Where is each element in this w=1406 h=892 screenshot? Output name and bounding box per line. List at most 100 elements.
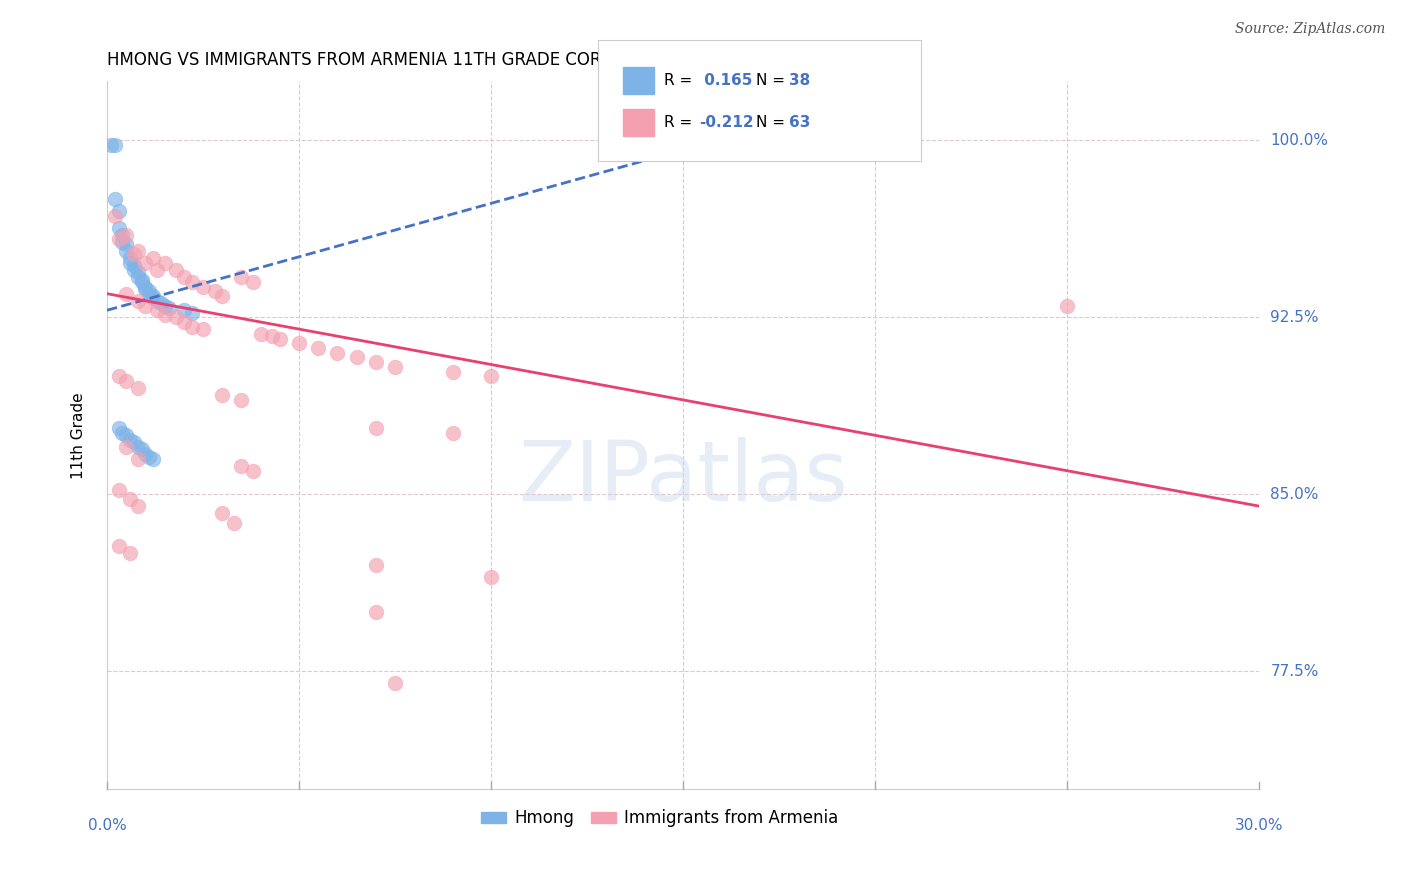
Point	[146, 263, 169, 277]
Text: Source: ZipAtlas.com: Source: ZipAtlas.com	[1234, 22, 1385, 37]
Point	[120, 491, 142, 506]
Point	[134, 256, 156, 270]
Point	[242, 464, 264, 478]
Point	[180, 275, 202, 289]
Point	[120, 433, 142, 447]
Legend: Hmong, Immigrants from Armenia: Hmong, Immigrants from Armenia	[474, 803, 845, 834]
Point	[111, 227, 134, 242]
Point	[107, 421, 129, 435]
Point	[138, 286, 160, 301]
Point	[131, 272, 153, 286]
Point	[122, 435, 145, 450]
Text: 30.0%: 30.0%	[1234, 818, 1284, 832]
Point	[173, 315, 195, 329]
Point	[231, 270, 253, 285]
Point	[364, 421, 387, 435]
Point	[479, 570, 502, 584]
Point	[364, 605, 387, 619]
Point	[249, 326, 271, 341]
Point	[107, 232, 129, 246]
Point	[146, 293, 169, 308]
Point	[142, 451, 165, 466]
Text: HMONG VS IMMIGRANTS FROM ARMENIA 11TH GRADE CORRELATION CHART: HMONG VS IMMIGRANTS FROM ARMENIA 11TH GR…	[107, 51, 745, 69]
Text: N =: N =	[756, 73, 790, 87]
Point	[134, 282, 156, 296]
Point	[104, 138, 127, 153]
Point	[262, 329, 284, 343]
Point	[122, 259, 145, 273]
Text: 0.0%: 0.0%	[87, 818, 127, 832]
Point	[211, 506, 233, 520]
Point	[269, 332, 291, 346]
Point	[115, 244, 138, 259]
Point	[153, 308, 176, 322]
Point	[100, 138, 122, 153]
Point	[231, 458, 253, 473]
Point	[307, 341, 329, 355]
Point	[111, 425, 134, 440]
Point	[127, 244, 149, 259]
Point	[107, 369, 129, 384]
Point	[211, 388, 233, 402]
Point	[127, 270, 149, 285]
Point	[180, 319, 202, 334]
Point	[146, 303, 169, 318]
Point	[120, 546, 142, 560]
Point	[326, 345, 349, 359]
Point	[138, 450, 160, 464]
Point	[134, 447, 156, 461]
Point	[242, 275, 264, 289]
Point	[111, 235, 134, 249]
Point	[127, 451, 149, 466]
Point	[204, 285, 226, 299]
Point	[120, 256, 142, 270]
Point	[222, 516, 245, 530]
Point	[211, 289, 233, 303]
Point	[138, 285, 160, 299]
Text: 38: 38	[789, 73, 810, 87]
Point	[173, 303, 195, 318]
Text: R =: R =	[664, 115, 697, 129]
Point	[104, 209, 127, 223]
Point	[122, 263, 145, 277]
Point	[107, 220, 129, 235]
Point	[384, 676, 406, 690]
Point	[127, 381, 149, 395]
Y-axis label: 11th Grade: 11th Grade	[72, 392, 86, 479]
Text: 92.5%: 92.5%	[1271, 310, 1319, 325]
Point	[134, 279, 156, 293]
Point	[165, 310, 187, 325]
Point	[122, 246, 145, 260]
Point	[142, 289, 165, 303]
Point	[479, 369, 502, 384]
Point	[364, 558, 387, 572]
Point	[142, 252, 165, 266]
Text: -0.212: -0.212	[699, 115, 754, 129]
Point	[191, 322, 214, 336]
Point	[165, 263, 187, 277]
Point	[127, 293, 149, 308]
Point	[131, 442, 153, 457]
Point	[346, 351, 368, 365]
Point	[153, 298, 176, 312]
Point	[142, 292, 165, 306]
Point	[120, 252, 142, 266]
Point	[134, 298, 156, 312]
Point	[1056, 298, 1078, 312]
Point	[115, 440, 138, 454]
Point	[131, 275, 153, 289]
Point	[231, 392, 253, 407]
Point	[107, 483, 129, 497]
Point	[384, 359, 406, 374]
Point	[157, 301, 180, 315]
Point	[107, 539, 129, 553]
Text: R =: R =	[664, 73, 697, 87]
Text: ZIPatlas: ZIPatlas	[517, 437, 848, 518]
Point	[364, 355, 387, 369]
Point	[127, 440, 149, 454]
Point	[288, 336, 311, 351]
Text: 85.0%: 85.0%	[1271, 487, 1319, 502]
Point	[115, 237, 138, 252]
Point	[127, 265, 149, 279]
Point	[115, 227, 138, 242]
